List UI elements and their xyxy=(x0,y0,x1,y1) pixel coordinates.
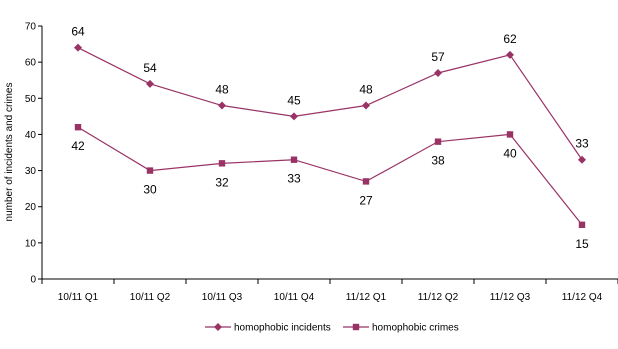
y-tick-label: 20 xyxy=(25,202,37,213)
legend: homophobic incidents homophobic crimes xyxy=(205,323,459,334)
incident-point xyxy=(506,50,514,59)
incident-point xyxy=(434,68,442,77)
x-tick-label: 11/12 Q1 xyxy=(346,292,387,303)
y-tick-label: 0 xyxy=(30,275,36,286)
y-tick-label: 30 xyxy=(25,166,37,177)
x-tick-label: 11/12 Q4 xyxy=(562,292,603,303)
data-label: 38 xyxy=(431,154,445,168)
data-label: 62 xyxy=(503,32,517,46)
incident-point xyxy=(218,101,226,110)
data-label: 48 xyxy=(215,83,229,97)
data-label: 64 xyxy=(71,25,85,39)
y-tick-label: 10 xyxy=(25,238,37,249)
data-label: 57 xyxy=(431,50,445,64)
data-label: 45 xyxy=(287,93,301,107)
x-tick-label: 11/12 Q2 xyxy=(418,292,459,303)
crime-point xyxy=(290,156,298,163)
crime-point xyxy=(434,138,442,145)
incident-point xyxy=(74,43,82,52)
incident-point xyxy=(362,101,370,110)
x-tick-label: 10/11 Q2 xyxy=(130,292,171,303)
data-label: 33 xyxy=(575,137,589,151)
legend-diamond-marker xyxy=(214,323,222,331)
data-label: 27 xyxy=(359,193,373,207)
data-label: 33 xyxy=(287,172,301,186)
data-label: 30 xyxy=(143,183,157,197)
data-label: 15 xyxy=(575,237,589,251)
y-tick-label: 60 xyxy=(25,58,37,69)
legend-label: homophobic crimes xyxy=(372,323,459,334)
crime-point xyxy=(362,178,370,185)
series-line xyxy=(77,47,583,161)
y-axis-title: number of incidents and crimes xyxy=(4,83,15,222)
x-tick-label: 10/11 Q3 xyxy=(202,292,243,303)
legend-label: homophobic incidents xyxy=(234,323,331,334)
x-tick-label: 10/11 Q1 xyxy=(58,292,99,303)
crime-point xyxy=(218,160,226,167)
data-label: 42 xyxy=(71,139,85,153)
crime-point xyxy=(146,167,154,174)
crime-point xyxy=(74,124,82,131)
legend-square-marker xyxy=(352,323,360,331)
incident-point xyxy=(146,79,154,88)
incident-point xyxy=(290,112,298,121)
plot-area: 0 10 20 30 40 50 60 70 10/11 Q1 10/11 Q2 10/11 Q3 1… xyxy=(25,22,618,303)
y-tick-label: 50 xyxy=(25,94,37,105)
x-tick-label: 10/11 Q4 xyxy=(274,292,315,303)
data-label: 40 xyxy=(503,146,517,160)
y-tick-label: 70 xyxy=(25,22,37,33)
y-tick-label: 40 xyxy=(25,130,37,141)
data-label: 48 xyxy=(359,83,373,97)
crime-point xyxy=(578,221,586,228)
incident-point xyxy=(578,155,586,164)
crime-point xyxy=(506,131,514,138)
series-line xyxy=(77,126,583,226)
data-label: 32 xyxy=(215,175,229,189)
data-label: 54 xyxy=(143,61,157,75)
x-tick-label: 11/12 Q3 xyxy=(490,292,531,303)
